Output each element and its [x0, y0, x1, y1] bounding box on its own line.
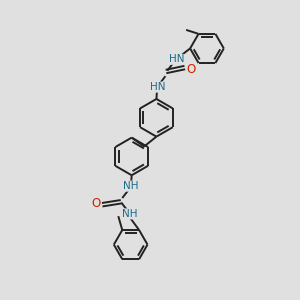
Text: O: O — [92, 196, 100, 209]
Text: HN: HN — [169, 54, 184, 64]
Text: NH: NH — [123, 181, 138, 191]
Text: NH: NH — [122, 209, 137, 219]
Text: O: O — [187, 63, 196, 76]
Text: HN: HN — [150, 82, 165, 92]
